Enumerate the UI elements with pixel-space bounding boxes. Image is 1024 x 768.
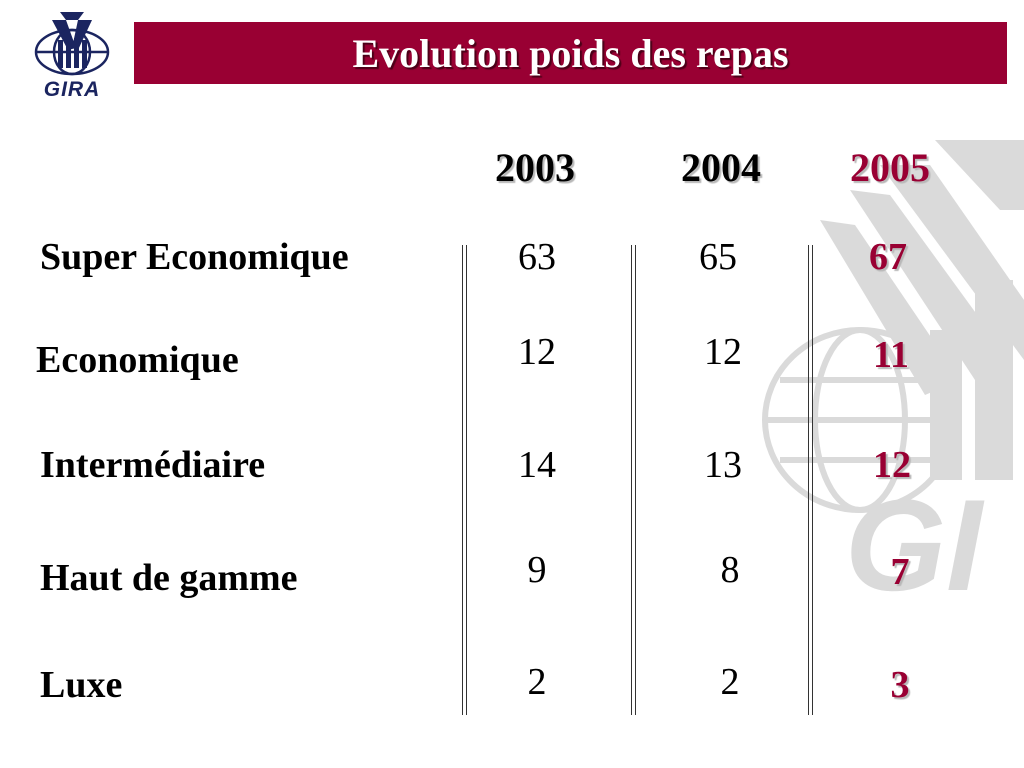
cell-2004: 13: [704, 444, 742, 486]
cell-2004: 2: [720, 661, 740, 703]
cell-2003: 63: [518, 236, 556, 278]
year-header-2005: 2005: [850, 145, 930, 190]
logo-text: GIRA: [43, 78, 101, 101]
cell-2003: 12: [518, 331, 556, 373]
title-bar: Evolution poids des repas: [134, 22, 1007, 84]
row-label-super-economique: Super Economique: [40, 236, 349, 278]
cell-2005: 67: [869, 236, 907, 278]
row-label-haut-de-gamme: Haut de gamme: [40, 557, 298, 599]
cell-2003: 14: [518, 444, 556, 486]
cell-2004: 12: [704, 331, 742, 373]
year-header-2004: 2004: [681, 145, 761, 190]
watermark-text: GI: [845, 472, 985, 618]
cell-2005: 11: [873, 334, 909, 376]
cell-2005: 12: [873, 444, 911, 486]
cell-2005: 7: [890, 551, 910, 593]
cell-2003: 9: [527, 549, 547, 591]
page-title: Evolution poids des repas: [352, 30, 789, 76]
cell-2004: 65: [699, 236, 737, 278]
row-label-luxe: Luxe: [40, 664, 123, 706]
year-header-2003: 2003: [495, 145, 575, 190]
globe-building-icon: [34, 12, 110, 76]
row-label-intermediaire: Intermédiaire: [40, 444, 266, 486]
cell-2005: 3: [890, 664, 910, 706]
column-divider: [631, 245, 636, 715]
column-divider: [808, 245, 813, 715]
cell-2003: 2: [527, 661, 547, 703]
row-label-economique: Economique: [36, 339, 239, 381]
cell-2004: 8: [720, 549, 740, 591]
column-divider: [462, 245, 467, 715]
gira-logo: GIRA: [22, 8, 122, 104]
